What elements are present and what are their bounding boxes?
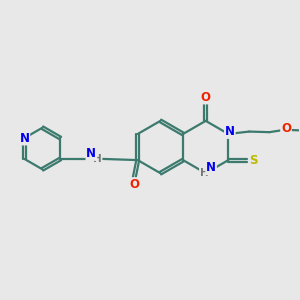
Text: N: N <box>20 132 29 145</box>
Text: O: O <box>201 91 211 103</box>
Text: H: H <box>200 168 208 178</box>
Text: H: H <box>93 154 102 164</box>
Text: S: S <box>249 154 258 166</box>
Text: N: N <box>225 125 235 138</box>
Text: N: N <box>86 147 96 160</box>
Text: O: O <box>281 122 291 135</box>
Text: N: N <box>206 161 216 174</box>
Text: O: O <box>129 178 139 191</box>
